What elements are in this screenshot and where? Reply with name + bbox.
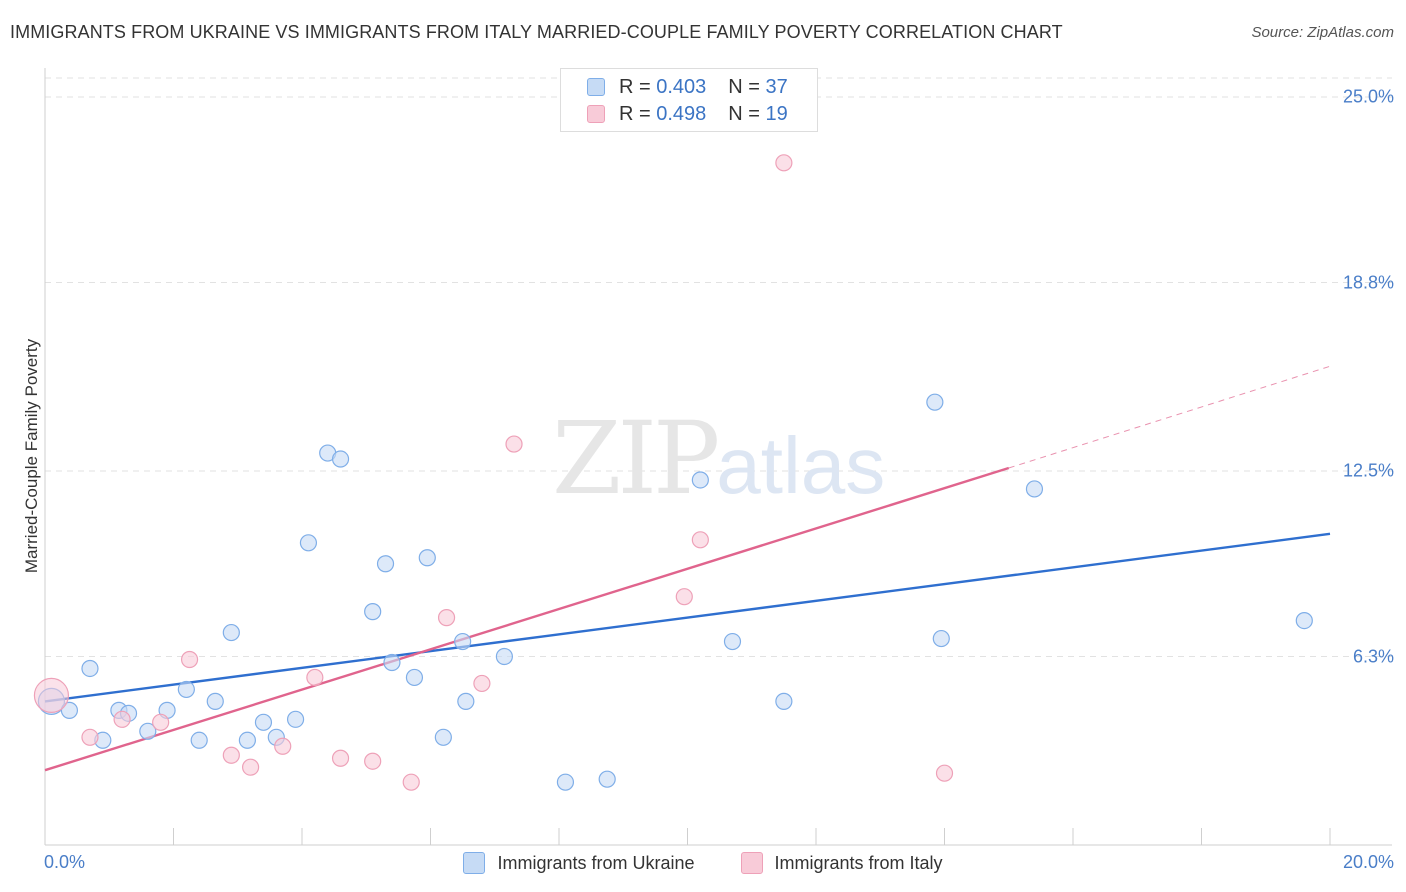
italy-point	[474, 675, 490, 691]
ukraine-point	[300, 535, 316, 551]
italy-point	[403, 774, 419, 790]
italy-swatch	[587, 105, 605, 123]
ukraine-point	[927, 394, 943, 410]
r-value: 0.403	[656, 76, 728, 99]
legend-label-ukraine: Immigrants from Ukraine	[497, 853, 694, 874]
legend-item-ukraine: Immigrants from Ukraine	[463, 852, 694, 874]
italy-trend-extension	[1009, 366, 1330, 468]
italy-point	[243, 759, 259, 775]
italy-point	[937, 765, 953, 781]
italy-point	[506, 436, 522, 452]
n-value: 19	[766, 103, 788, 126]
series-legend: Immigrants from Ukraine Immigrants from …	[0, 852, 1406, 874]
chart-title: IMMIGRANTS FROM UKRAINE VS IMMIGRANTS FR…	[10, 22, 1063, 43]
ukraine-point	[455, 634, 471, 650]
italy-point	[223, 747, 239, 763]
ukraine-point	[557, 774, 573, 790]
ukraine-point	[191, 732, 207, 748]
y-tick-label: 6.3%	[1353, 646, 1394, 667]
italy-point	[153, 714, 169, 730]
legend-row-italy: R = 0.498 N = 19	[587, 102, 788, 126]
ukraine-point	[1296, 613, 1312, 629]
ukraine-trend-line	[45, 534, 1330, 702]
y-tick-label: 18.8%	[1343, 272, 1394, 293]
ukraine-point	[776, 693, 792, 709]
y-axis-label: Married-Couple Family Poverty	[22, 339, 42, 573]
italy-point	[776, 155, 792, 171]
ukraine-point	[288, 711, 304, 727]
italy-point	[275, 738, 291, 754]
source-label: Source: ZipAtlas.com	[1251, 24, 1394, 41]
italy-point	[307, 669, 323, 685]
n-label: N =	[728, 103, 760, 126]
ukraine-point	[384, 654, 400, 670]
italy-point	[114, 711, 130, 727]
ukraine-point	[333, 451, 349, 467]
r-value: 0.498	[656, 103, 728, 126]
ukraine-point	[933, 631, 949, 647]
y-tick-label: 25.0%	[1343, 87, 1394, 108]
ukraine-point	[406, 669, 422, 685]
ukraine-point	[1026, 481, 1042, 497]
italy-point	[182, 651, 198, 667]
y-tick-label: 12.5%	[1343, 461, 1394, 482]
ukraine-point	[82, 660, 98, 676]
ukraine-point	[255, 714, 271, 730]
italy-point	[82, 729, 98, 745]
n-label: N =	[728, 76, 760, 99]
italy-swatch	[741, 852, 763, 874]
ukraine-point	[419, 550, 435, 566]
ukraine-point	[724, 634, 740, 650]
legend-item-italy: Immigrants from Italy	[741, 852, 943, 874]
italy-point	[365, 753, 381, 769]
correlation-legend: R = 0.403 N = 37 R = 0.498 N = 19	[560, 68, 818, 132]
italy-point	[676, 589, 692, 605]
ukraine-point	[378, 556, 394, 572]
ukraine-point	[207, 693, 223, 709]
ukraine-point	[365, 604, 381, 620]
ukraine-swatch	[463, 852, 485, 874]
grid-lines	[45, 78, 1392, 657]
ukraine-point	[223, 625, 239, 641]
watermark: ZIPatlas	[552, 400, 885, 517]
ukraine-point	[435, 729, 451, 745]
ukraine-point	[178, 681, 194, 697]
ukraine-point	[458, 693, 474, 709]
r-label: R =	[619, 103, 651, 126]
r-label: R =	[619, 76, 651, 99]
ukraine-swatch	[587, 78, 605, 96]
ukraine-point	[599, 771, 615, 787]
legend-label-italy: Immigrants from Italy	[775, 853, 943, 874]
italy-point	[333, 750, 349, 766]
italy-point	[692, 532, 708, 548]
ukraine-point	[239, 732, 255, 748]
italy-point	[439, 610, 455, 626]
legend-row-ukraine: R = 0.403 N = 37	[587, 75, 788, 99]
ukraine-point	[496, 649, 512, 665]
italy-point	[34, 678, 68, 712]
n-value: 37	[766, 76, 788, 99]
